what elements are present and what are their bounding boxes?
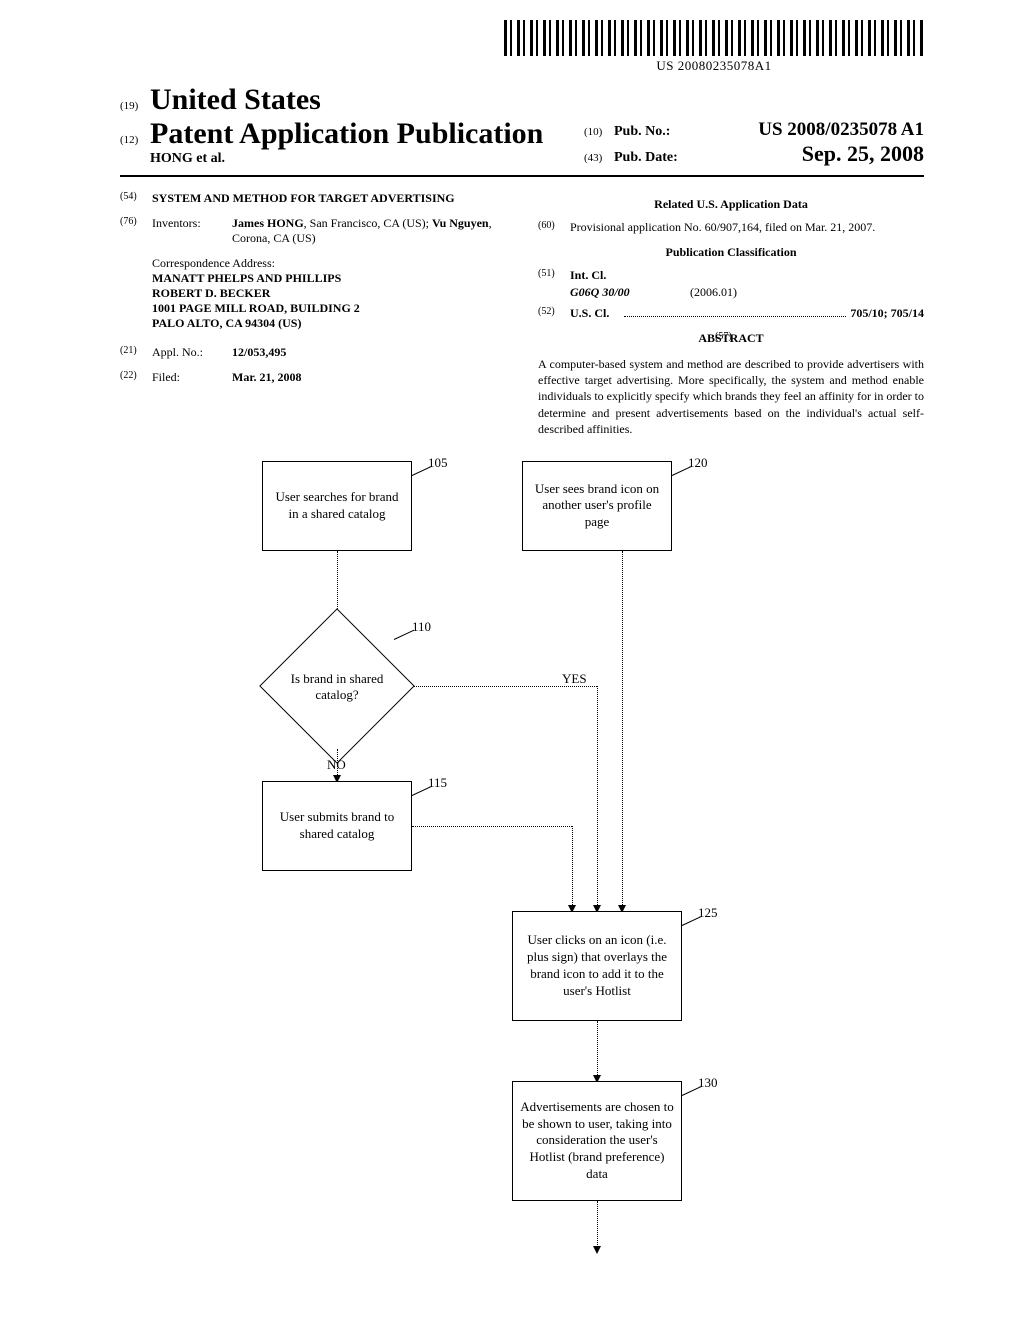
left-column: (54) SYSTEM AND METHOD FOR TARGET ADVERT…	[120, 191, 506, 437]
pubno-num: (10)	[584, 126, 614, 138]
fc-box-105: User searches for brand in a shared cata…	[262, 461, 412, 551]
title-num: (54)	[120, 191, 152, 206]
fc-box-125: User clicks on an icon (i.e. plus sign) …	[512, 911, 682, 1021]
fc-label-yes: YES	[562, 671, 587, 687]
fc-ref-115: 115	[428, 775, 447, 791]
corr-line-0: MANATT PHELPS AND PHILLIPS	[152, 271, 506, 286]
intcl-code: G06Q 30/00	[570, 285, 690, 300]
fc-diamond-110-text: Is brand in shared catalog?	[277, 671, 397, 703]
intcl-num: (51)	[538, 268, 570, 283]
uscl-label: U.S. Cl.	[570, 306, 620, 321]
country-num: (19)	[120, 100, 150, 112]
fc-edge-115-125-v	[572, 826, 573, 911]
filed-label: Filed:	[152, 370, 232, 385]
abstract-text: A computer-based system and method are d…	[538, 356, 924, 437]
applno-value: 12/053,495	[232, 345, 506, 360]
fc-ref-110: 110	[412, 619, 431, 635]
doctype-num: (12)	[120, 134, 150, 146]
bibliographic-columns: (54) SYSTEM AND METHOD FOR TARGET ADVERT…	[120, 191, 924, 437]
applno-label: Appl. No.:	[152, 345, 232, 360]
fc-ref-130: 130	[698, 1075, 718, 1091]
barcode: US 20080235078A1	[504, 20, 924, 74]
corr-line-2: 1001 PAGE MILL ROAD, BUILDING 2	[152, 301, 506, 316]
right-column: Related U.S. Application Data (60) Provi…	[538, 191, 924, 437]
intcl-label: Int. Cl.	[570, 268, 606, 283]
dotted-leader	[624, 302, 846, 317]
pubdate-value: Sep. 25, 2008	[802, 141, 924, 167]
corr-label: Correspondence Address:	[152, 256, 506, 271]
header-divider	[120, 175, 924, 177]
fc-ref-120: 120	[688, 455, 708, 471]
related-title: Related U.S. Application Data	[538, 197, 924, 212]
barcode-stripes	[504, 20, 924, 56]
correspondence-address: Correspondence Address: MANATT PHELPS AN…	[152, 256, 506, 331]
doc-type: Patent Application Publication	[150, 117, 543, 151]
related-text: Provisional application No. 60/907,164, …	[570, 220, 924, 235]
fc-label-no: NO	[327, 757, 346, 773]
fc-ref-125: 125	[698, 905, 718, 921]
pubclass-title: Publication Classification	[538, 245, 924, 260]
fc-edge-130-out	[597, 1201, 598, 1251]
uscl-value: 705/10; 705/14	[850, 306, 924, 321]
fc-ref-105: 105	[428, 455, 448, 471]
corr-line-1: ROBERT D. BECKER	[152, 286, 506, 301]
fc-edge-125-130	[597, 1021, 598, 1081]
author-line: HONG et al.	[150, 151, 225, 167]
pubdate-num: (43)	[584, 152, 614, 164]
inventors-label: Inventors:	[152, 216, 232, 246]
related-num: (60)	[538, 220, 570, 235]
fc-box-115: User submits brand to shared catalog	[262, 781, 412, 871]
abstract-num: (57)	[715, 331, 747, 342]
fc-arrow-130-out	[593, 1246, 601, 1254]
pubno-value: US 2008/0235078 A1	[758, 119, 924, 141]
pubno-label: Pub. No.:	[614, 124, 704, 140]
uscl-num: (52)	[538, 306, 570, 321]
header-block: (19) United States (12) Patent Applicati…	[120, 83, 924, 167]
inventors: James HONG, San Francisco, CA (US); Vu N…	[232, 216, 506, 246]
barcode-area: US 20080235078A1	[120, 20, 924, 75]
fc-box-130: Advertisements are chosen to be shown to…	[512, 1081, 682, 1201]
fc-box-120: User sees brand icon on another user's p…	[522, 461, 672, 551]
fc-edge-120-125	[622, 551, 623, 911]
invention-title: SYSTEM AND METHOD FOR TARGET ADVERTISING	[152, 191, 506, 206]
corr-line-3: PALO ALTO, CA 94304 (US)	[152, 316, 506, 331]
flowchart: User searches for brand in a shared cata…	[122, 461, 922, 1281]
fc-edge-115-125-h	[412, 826, 572, 827]
country: United States	[150, 83, 321, 117]
filed-num: (22)	[120, 370, 152, 385]
inventors-num: (76)	[120, 216, 152, 246]
barcode-number: US 20080235078A1	[504, 58, 924, 74]
applno-num: (21)	[120, 345, 152, 360]
intcl-year: (2006.01)	[690, 285, 737, 300]
fc-edge-110-yes-v	[597, 686, 598, 911]
pubdate-label: Pub. Date:	[614, 150, 704, 166]
patent-page: US 20080235078A1 (19) United States (12)…	[0, 0, 1024, 1301]
filed-value: Mar. 21, 2008	[232, 370, 506, 385]
